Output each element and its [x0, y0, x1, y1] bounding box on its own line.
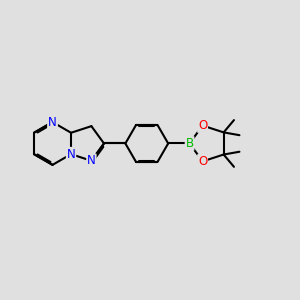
Text: N: N [48, 116, 57, 129]
Text: O: O [198, 119, 207, 132]
Text: N: N [48, 116, 57, 129]
Text: N: N [67, 148, 75, 161]
Text: O: O [198, 155, 207, 168]
Text: N: N [87, 154, 96, 167]
Text: B: B [185, 137, 194, 150]
